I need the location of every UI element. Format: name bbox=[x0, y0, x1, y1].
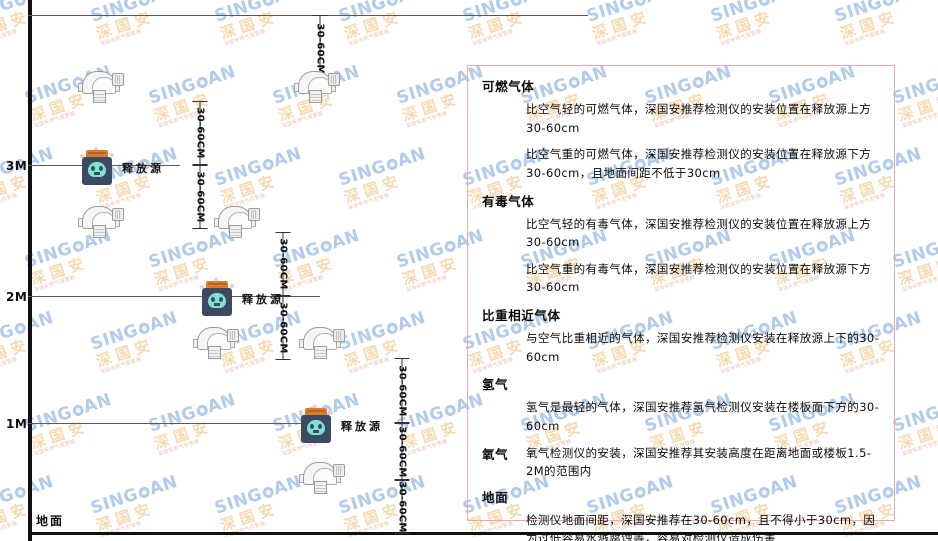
gas-detector-icon bbox=[299, 326, 345, 359]
gas-detector-icon bbox=[294, 70, 340, 103]
dimension-text: 30-60CM bbox=[277, 238, 289, 290]
panel-section-heading: 可燃气体 bbox=[482, 79, 535, 94]
dimension-text: 30-60CM bbox=[194, 171, 206, 223]
dimension-below-source-3m: 30-60CM bbox=[192, 165, 208, 229]
level-line-1m bbox=[28, 423, 318, 424]
canister-cap bbox=[305, 408, 327, 416]
dimension-text: 30-60CM bbox=[396, 481, 408, 533]
gas-detector-icon bbox=[214, 205, 260, 238]
release-source-label: 释放源 bbox=[341, 420, 383, 433]
dimension-text: 30-60CM bbox=[396, 364, 408, 417]
hazard-face-icon bbox=[208, 293, 226, 308]
panel-section-paragraph: 氧气检测仪的安装，深国安推荐其安装高度在距离地面或楼板1.5-2M的范围内 bbox=[526, 445, 872, 479]
panel-section-heading: 比重相近气体 bbox=[482, 308, 561, 323]
panel-section-paragraph: 比空气轻的有毒气体，深国安推荐检测仪的安装位置在释放源上方30-60cm bbox=[526, 216, 872, 250]
dimension-text: 30-60CM bbox=[277, 302, 289, 354]
dimension-above-source-1m: 30-60CM bbox=[394, 358, 410, 423]
dimension-detector-to-ground: 30-60CM bbox=[394, 480, 410, 534]
panel-section-heading: 有毒气体 bbox=[482, 193, 535, 209]
dimension-text: 30-60CM bbox=[396, 425, 408, 478]
ceiling-line bbox=[28, 15, 588, 16]
panel-section-paragraph: 比空气轻的可燃气体，深国安推荐检测仪的安装位置在释放源上方30-60cm bbox=[526, 102, 872, 135]
release-source-icon bbox=[299, 405, 333, 444]
gas-detector-icon bbox=[78, 205, 124, 238]
dimension-above-source-3m: 30-60CM bbox=[192, 101, 208, 165]
level-line-2m bbox=[28, 296, 320, 297]
recommendation-panel: 可燃气体比空气轻的可燃气体，深国安推荐检测仪的安装位置在释放源上方30-60cm… bbox=[467, 65, 895, 541]
panel-section-heading: 地面 bbox=[482, 489, 509, 505]
hazard-face-icon bbox=[88, 162, 106, 177]
gas-detector-icon bbox=[78, 70, 124, 103]
dimension-below-source-1m: 30-60CM bbox=[394, 423, 410, 480]
dimension-text: 30-60CM bbox=[314, 23, 326, 75]
dimension-below-source-2m: 30-60CM bbox=[275, 296, 291, 360]
canister-body bbox=[301, 415, 331, 443]
release-source-label: 释放源 bbox=[122, 162, 164, 175]
panel-section-heading: 氢气 bbox=[482, 377, 509, 393]
panel-section-paragraph: 比空气重的有毒气体，深国安推荐检测仪的安装位置在释放源下方30-60cm bbox=[526, 261, 872, 295]
canister-cap bbox=[206, 281, 228, 289]
panel-section-paragraph: 氢气是最轻的气体，深国安推荐氢气检测仪安装在楼板面下方的30-60cm bbox=[526, 400, 880, 433]
dimension-text: 30-60CM bbox=[194, 107, 206, 159]
release-source-label: 释放源 bbox=[242, 293, 284, 306]
axis-label-1m: 1M bbox=[6, 417, 28, 431]
ground-label: 地面 bbox=[36, 514, 65, 528]
release-source-icon bbox=[200, 278, 234, 317]
canister-cap bbox=[86, 150, 108, 158]
panel-section-paragraph: 检测仪地面间距，深国安推荐在30-60cm，且不得小于30cm，因为过低容易水溅… bbox=[526, 512, 876, 541]
gas-detector-icon bbox=[299, 461, 345, 494]
panel-section-paragraph: 比空气重的可燃气体，深国安推荐检测仪的安装位置在释放源下方30-60cm，且地面… bbox=[526, 147, 872, 180]
canister-body bbox=[202, 288, 232, 316]
panel-section-heading: 氧气 bbox=[482, 446, 509, 462]
canister-body bbox=[82, 157, 112, 185]
panel-section-paragraph: 与空气比重相近的气体，深国安推荐检测仪安装在释放源上下的30-60cm bbox=[526, 331, 880, 364]
gas-detector-icon bbox=[193, 326, 239, 359]
panel-section: 氧气 氧气检测仪的安装，深国安推荐其安装高度在距离地面或楼板1.5-2M的范围内 bbox=[482, 444, 880, 481]
axis-label-2m: 2M bbox=[6, 290, 28, 304]
axis-label-3m: 3M bbox=[6, 159, 28, 173]
vertical-axis bbox=[28, 0, 32, 541]
dimension-above-source-2m: 30-60CM bbox=[275, 232, 291, 296]
hazard-face-icon bbox=[307, 420, 325, 435]
ground-baseline bbox=[28, 532, 938, 535]
release-source-icon bbox=[80, 147, 114, 186]
